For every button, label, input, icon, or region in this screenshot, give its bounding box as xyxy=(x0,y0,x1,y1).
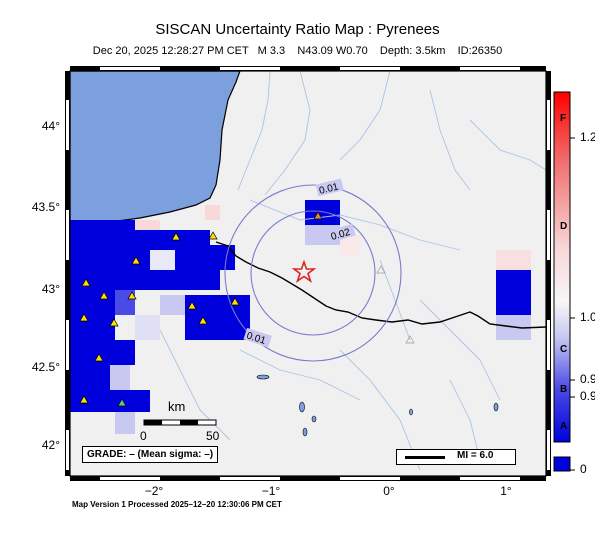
mi-line xyxy=(405,456,445,459)
colorbar-grade: C xyxy=(560,344,568,355)
grid-cells xyxy=(70,200,531,434)
map-area: 0.01 0.02 0.01 xyxy=(70,71,546,476)
rivers xyxy=(159,71,546,471)
y-tick: 42° xyxy=(41,438,60,452)
contours xyxy=(224,184,402,362)
x-tick: 1° xyxy=(500,484,512,498)
frame-ticks xyxy=(65,66,551,481)
colorbar-tick: 0.9 xyxy=(580,372,595,386)
y-tick: 42.5° xyxy=(31,360,60,374)
grade-box: GRADE: – (Mean sigma: –) xyxy=(82,446,219,463)
event-info: Dec 20, 2025 12:28:27 PM CET M 3.3 N43.0… xyxy=(92,45,503,57)
scale-start: 0 xyxy=(140,429,147,443)
contour-labels: 0.01 0.02 0.01 xyxy=(243,178,356,348)
frame-ticks-white xyxy=(66,67,550,480)
colorbar-tick: 1.0 xyxy=(580,310,595,324)
colorbar-grade: F xyxy=(560,113,567,124)
y-tick: 44° xyxy=(41,119,60,133)
colorbar-tick: 1.2 xyxy=(580,130,595,144)
y-tick: 43° xyxy=(41,282,60,296)
x-tick: −2° xyxy=(144,484,164,498)
scale-end: 50 xyxy=(206,429,220,443)
colorbar-tick: 0.9 xyxy=(580,389,595,403)
france-spain-border xyxy=(215,241,546,329)
lakes xyxy=(256,374,499,437)
colorbar xyxy=(553,91,575,472)
epicenter-star xyxy=(291,259,317,284)
x-tick: −1° xyxy=(261,484,281,498)
x-tick: 0° xyxy=(383,484,395,498)
colorbar-tick: 0 xyxy=(580,462,587,476)
contour-label: 0.02 xyxy=(330,227,352,243)
processing-footer: Map Version 1 Processed 2025–12–20 12:30… xyxy=(72,500,282,509)
stations xyxy=(79,211,415,407)
contour-label: 0.01 xyxy=(318,181,340,196)
map-title: SISCAN Uncertainty Ratio Map : Pyrenees xyxy=(155,21,440,38)
mi-label: MI = 6.0 xyxy=(457,450,494,461)
scale-bar xyxy=(143,419,217,426)
colorbar-grade: B xyxy=(560,384,568,395)
scale-unit: km xyxy=(168,399,186,414)
colorbar-grade: A xyxy=(560,421,568,432)
y-tick: 43.5° xyxy=(31,200,60,214)
mi-legend: MI = 6.0 xyxy=(396,449,516,465)
colorbar-grade: D xyxy=(560,221,568,232)
